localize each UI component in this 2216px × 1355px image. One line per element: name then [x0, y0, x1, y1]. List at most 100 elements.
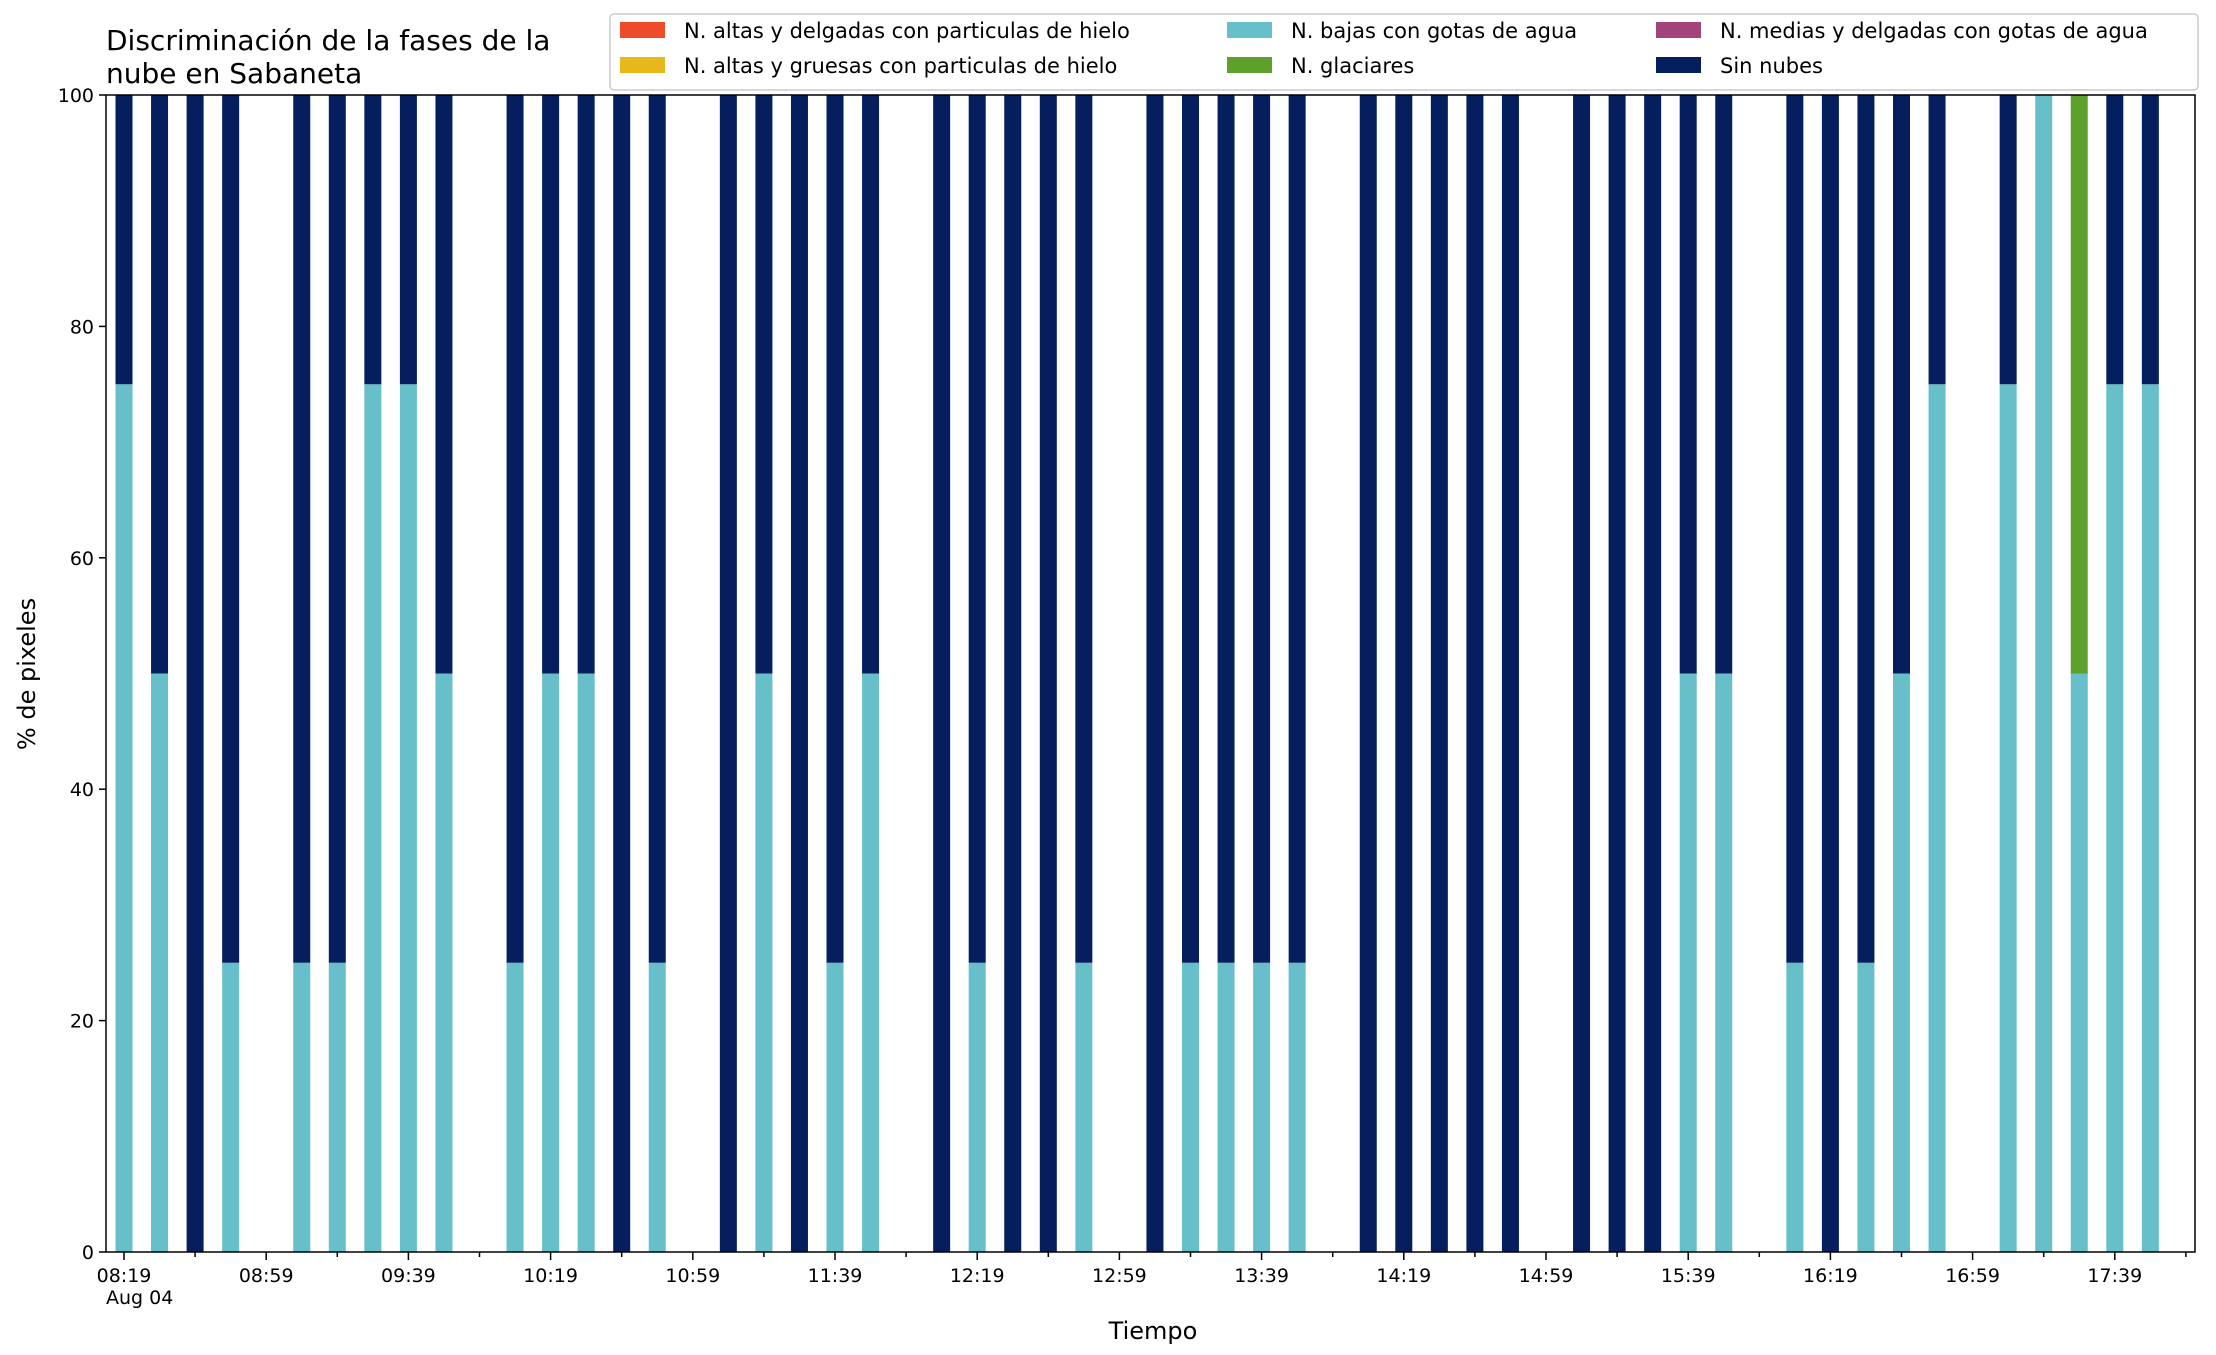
- bar-segment: [293, 962, 311, 1252]
- bar-segment: [151, 673, 169, 1252]
- bar-segment: [862, 673, 880, 1252]
- y-tick-label: 40: [70, 779, 94, 801]
- legend-label: N. altas y gruesas con particulas de hie…: [684, 54, 1117, 78]
- x-tick-label: 16:19: [1803, 1265, 1858, 1287]
- x-tick-label: 10:59: [665, 1265, 720, 1287]
- legend-swatch: [1656, 22, 1701, 38]
- bar-segment: [1395, 95, 1413, 1252]
- bar-segment: [755, 673, 773, 1252]
- bar-segment: [1253, 962, 1271, 1252]
- y-axis-label: % de pixeles: [13, 598, 41, 750]
- bar-segment: [222, 962, 240, 1252]
- y-axis: 0 20 40 60 80 100: [58, 85, 106, 1264]
- bar-segment: [399, 95, 417, 385]
- bar-segment: [151, 95, 169, 674]
- x-tick-label: 08:19: [97, 1265, 152, 1287]
- x-axis-label: Tiempo: [1108, 1317, 1198, 1345]
- bar-segment: [1182, 95, 1199, 963]
- x-axis: 08:19 08:59 09:39 10:19 10:59 11:39 12:19 12:59…: [97, 1252, 2187, 1287]
- bar-segment: [542, 673, 560, 1252]
- bar-segment: [1146, 95, 1164, 1252]
- bar-segment: [222, 95, 240, 963]
- legend-label: N. altas y delgadas con particulas de hi…: [684, 19, 1130, 43]
- bar-segment: [648, 95, 666, 963]
- legend-swatch: [1227, 57, 1272, 73]
- bar-segment: [1715, 95, 1733, 674]
- bar-segment: [2141, 384, 2159, 1252]
- bar-segment: [1501, 95, 1519, 1252]
- y-tick-label: 80: [70, 316, 94, 338]
- bar-segment: [1999, 95, 2017, 385]
- x-tick-label: 14:59: [1519, 1265, 1574, 1287]
- bar-segment: [506, 962, 524, 1252]
- bar-segment: [1004, 95, 1022, 1252]
- bar-segment: [1786, 962, 1804, 1252]
- bar-segment: [115, 95, 133, 385]
- bar-segment: [293, 95, 311, 963]
- legend-label: Sin nubes: [1720, 54, 1823, 78]
- bar-segment: [2070, 673, 2088, 1252]
- y-tick-label: 20: [70, 1011, 94, 1033]
- bars-layer: [115, 95, 2159, 1252]
- x-tick-label: 15:39: [1661, 1265, 1716, 1287]
- bar-segment: [506, 95, 524, 963]
- bar-segment: [328, 962, 346, 1252]
- bar-segment: [1075, 962, 1093, 1252]
- bar-segment: [613, 95, 631, 1252]
- bar-segment: [577, 95, 595, 674]
- legend-label: N. medias y delgadas con gotas de agua: [1720, 19, 2148, 43]
- bar-segment: [435, 95, 453, 674]
- legend-label: N. bajas con gotas de agua: [1291, 19, 1577, 43]
- bar-segment: [115, 384, 133, 1252]
- legend-swatch: [1227, 22, 1272, 38]
- bar-segment: [1679, 95, 1697, 674]
- x-tick-label: 09:39: [381, 1265, 436, 1287]
- bar-segment: [1039, 95, 1057, 1252]
- bar-segment: [933, 95, 951, 1252]
- bar-segment: [2141, 95, 2159, 385]
- bar-segment: [1644, 95, 1662, 1252]
- x-tick-label: 11:39: [808, 1265, 863, 1287]
- bar-segment: [648, 962, 666, 1252]
- bar-segment: [328, 95, 346, 963]
- x-tick-label: 16:59: [1945, 1265, 2000, 1287]
- x-tick-label: 12:19: [950, 1265, 1005, 1287]
- chart-title-line-2: nube en Sabaneta: [106, 57, 362, 90]
- y-tick-label: 0: [82, 1242, 94, 1264]
- bar-segment: [1893, 95, 1910, 674]
- x-tick-label: 13:39: [1234, 1265, 1289, 1287]
- bar-segment: [2106, 95, 2124, 385]
- bar-segment: [968, 95, 986, 963]
- bar-segment: [364, 95, 382, 385]
- bar-segment: [1999, 384, 2017, 1252]
- bar-segment: [1893, 673, 1910, 1252]
- bar-segment: [1857, 95, 1875, 963]
- bar-segment: [1928, 384, 1946, 1252]
- bar-segment: [790, 95, 808, 1252]
- legend-box: [609, 13, 2199, 91]
- x-tick-date-label: Aug 04: [106, 1287, 173, 1309]
- bar-segment: [1075, 95, 1093, 963]
- bar-segment: [1786, 95, 1804, 963]
- bar-segment: [2070, 95, 2088, 674]
- y-tick-label: 60: [70, 548, 94, 570]
- bar-segment: [2035, 95, 2053, 1252]
- bar-segment: [1679, 673, 1697, 1252]
- bar-segment: [1288, 962, 1306, 1252]
- bar-segment: [1573, 95, 1591, 1252]
- bar-segment: [399, 384, 417, 1252]
- bar-segment: [1217, 95, 1235, 963]
- bar-segment: [1182, 962, 1199, 1252]
- x-tick-label: 17:39: [2087, 1265, 2142, 1287]
- x-tick-label: 12:59: [1092, 1265, 1147, 1287]
- bar-segment: [968, 962, 986, 1252]
- x-tick-label: 14:19: [1376, 1265, 1431, 1287]
- bar-segment: [1253, 95, 1271, 963]
- x-tick-label: 08:59: [239, 1265, 294, 1287]
- legend: N. altas y delgadas con particulas de hi…: [609, 13, 2199, 91]
- bar-segment: [1430, 95, 1448, 1252]
- x-tick-label: 10:19: [523, 1265, 578, 1287]
- y-tick-label: 100: [58, 85, 94, 107]
- bar-segment: [862, 95, 880, 674]
